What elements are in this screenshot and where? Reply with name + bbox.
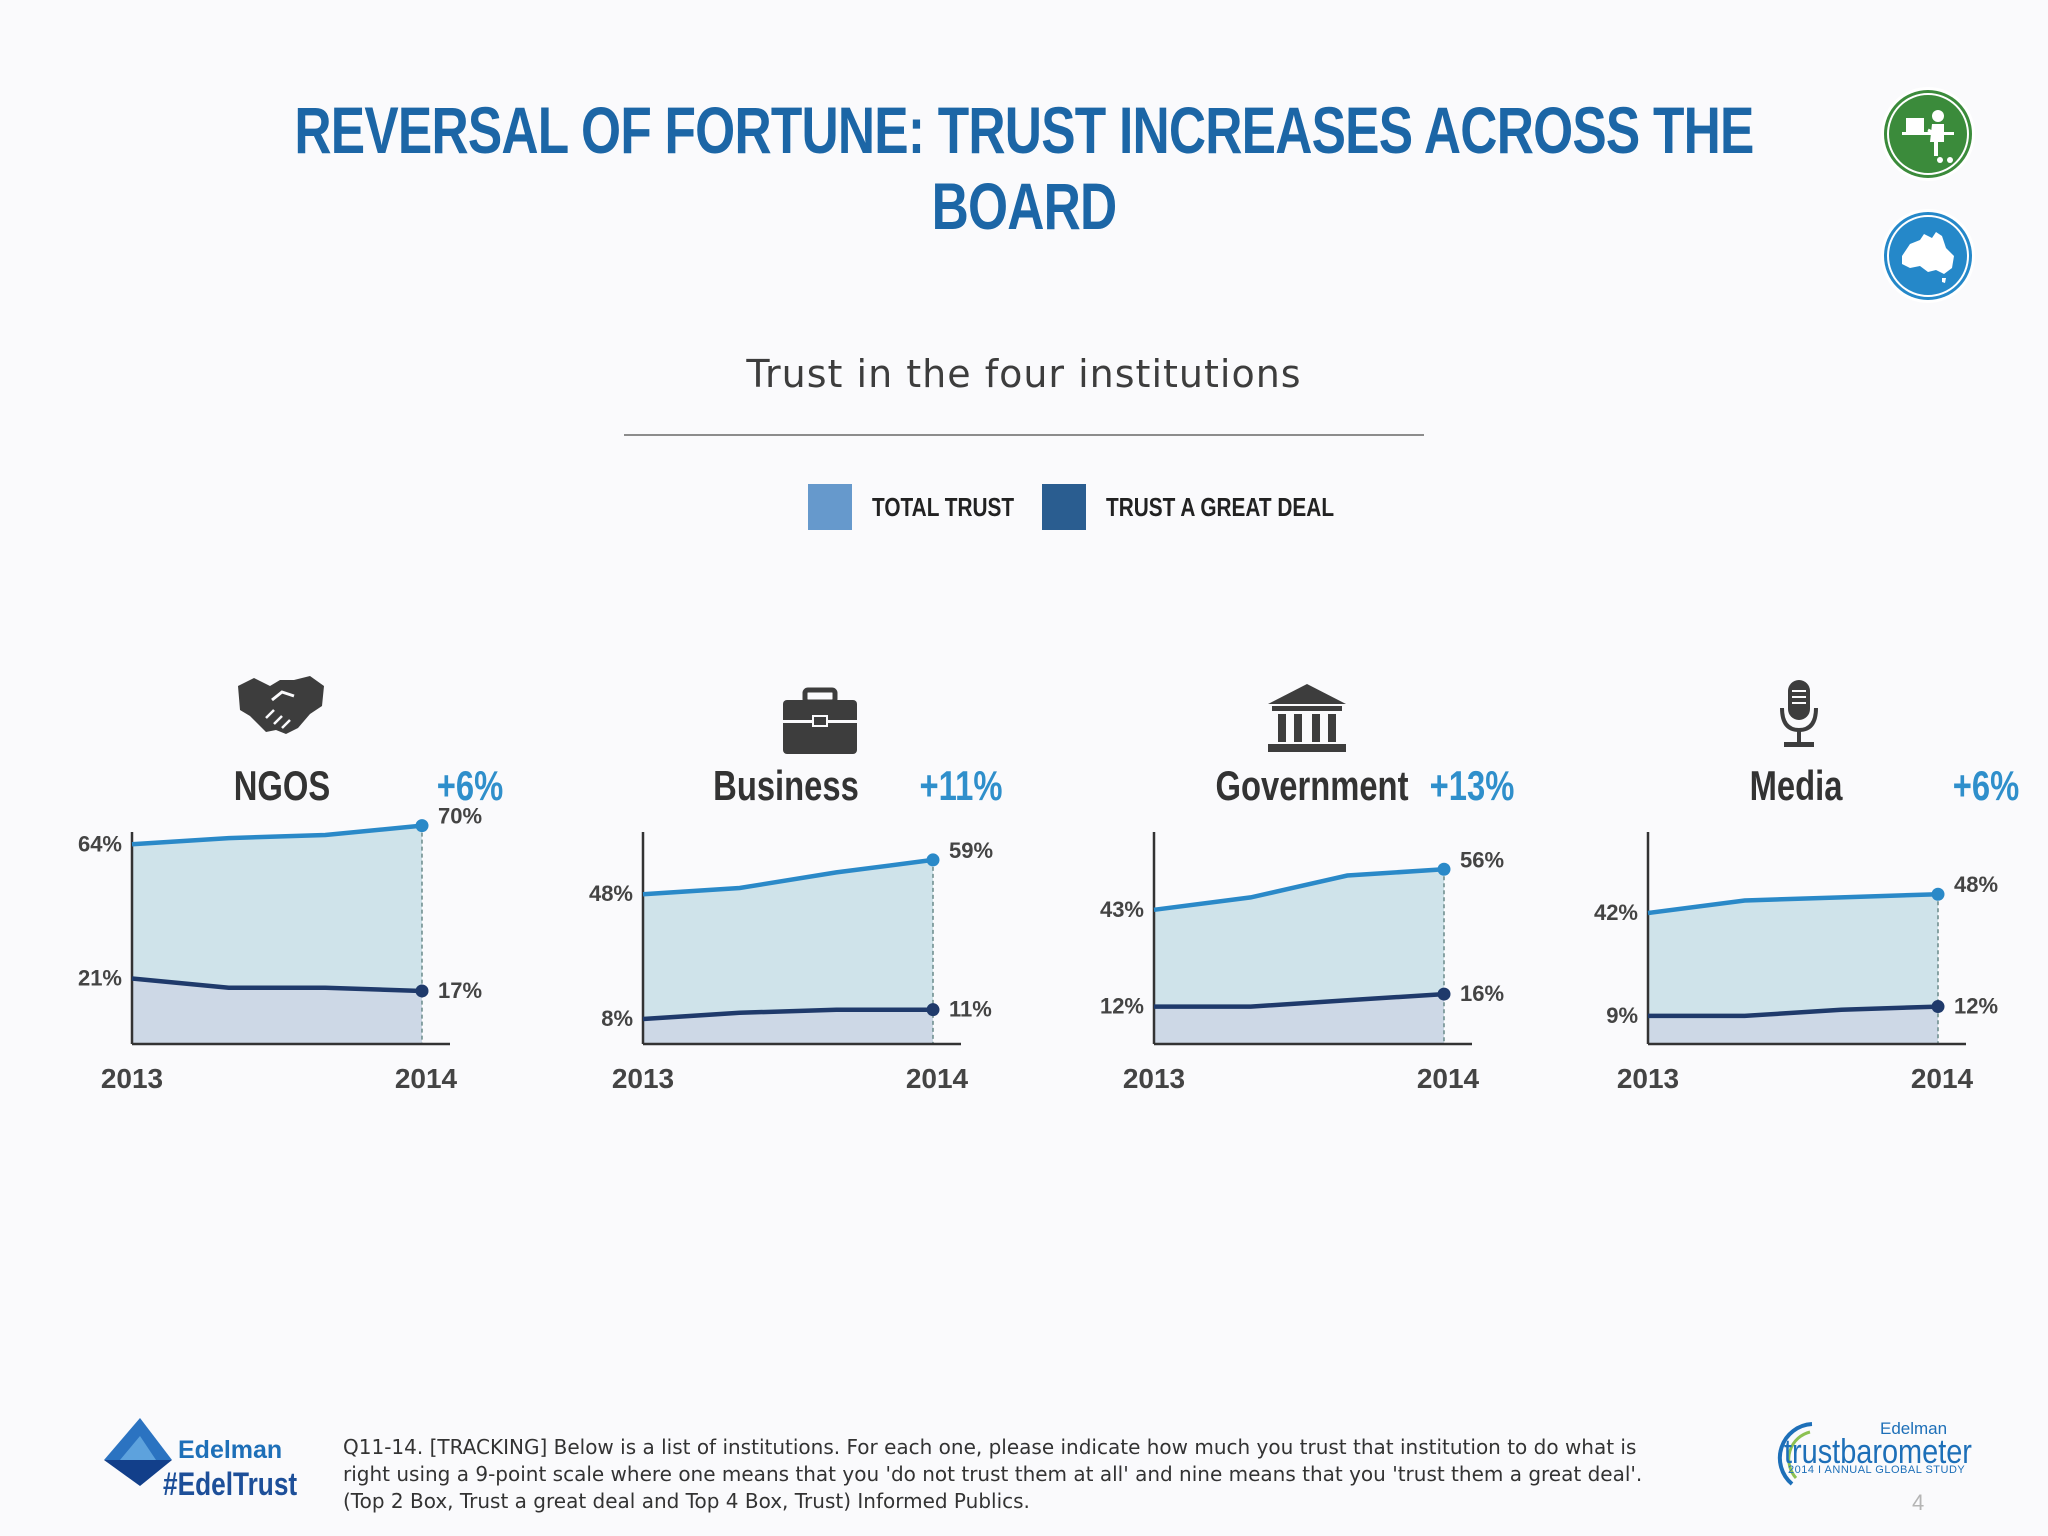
great-deal-start-label: 12% xyxy=(1100,994,1144,1019)
total-trust-start-label: 43% xyxy=(1100,897,1144,922)
x-tick-label-start: 2013 xyxy=(1123,1063,1185,1094)
panel-change: +11% xyxy=(919,762,1003,809)
trustbarometer-study: 2014 I ANNUAL GLOBAL STUDY xyxy=(1788,1464,1966,1476)
total-trust-line xyxy=(642,857,934,897)
total-trust-end-label: 56% xyxy=(1460,847,1504,872)
x-tick-label-start: 2013 xyxy=(101,1063,163,1094)
x-tick-label-end: 2014 xyxy=(906,1063,969,1094)
chart-area-business: 48% 8% 59% 11% 2013 2014 xyxy=(589,832,993,1094)
total-trust-end-point xyxy=(415,819,429,833)
great-deal-end-label: 17% xyxy=(438,978,482,1003)
great-deal-end-label: 16% xyxy=(1460,981,1504,1006)
total-trust-line xyxy=(131,823,423,847)
chart-area-ngos: 64% 21% 70% 17% 2013 2014 xyxy=(78,804,482,1094)
chart-panel-ngos: NGOS +6% 64% 21% 70% 17% 2013 2014 xyxy=(78,670,620,1110)
great-deal-end-point xyxy=(1437,987,1451,1001)
footer-brand: Edelman xyxy=(178,1436,283,1464)
great-deal-line xyxy=(642,1007,933,1022)
great-deal-start-label: 9% xyxy=(1606,1003,1638,1028)
legend-swatch-total-trust xyxy=(808,484,852,530)
trustbarometer-arc-icon xyxy=(1777,1422,1813,1486)
great-deal-line xyxy=(131,976,423,994)
handshake-icon xyxy=(238,676,324,734)
great-deal-start-label: 8% xyxy=(601,1006,633,1031)
panel-title: Government xyxy=(1215,762,1409,809)
total-trust-end-label: 59% xyxy=(949,838,993,863)
total-trust-start-label: 48% xyxy=(589,881,633,906)
total-trust-area xyxy=(643,859,933,1044)
x-tick-label-start: 2013 xyxy=(1617,1063,1679,1094)
person-at-computer-icon xyxy=(1881,87,1975,181)
legend-item-great-deal: TRUST A GREAT DEAL xyxy=(1042,484,1391,530)
great-deal-area xyxy=(643,1009,933,1044)
chart-panel-media: Media +6% 42% 9% 48% 12% 2013 2014 xyxy=(1594,670,2048,1110)
chart-area-government: 43% 12% 56% 16% 2013 2014 xyxy=(1100,832,1504,1094)
government-building-icon xyxy=(1268,684,1346,752)
briefcase-icon xyxy=(783,687,857,754)
great-deal-end-point xyxy=(926,1003,940,1017)
edelman-logo-icon xyxy=(104,1418,172,1486)
chart-panel-business: Business +11% 48% 8% 59% 11% 2013 2014 xyxy=(589,670,1131,1110)
subtitle-divider xyxy=(624,434,1424,436)
great-deal-area xyxy=(1154,994,1444,1044)
total-trust-line xyxy=(1647,891,1939,916)
australia-map-icon xyxy=(1881,209,1975,303)
panel-change: +13% xyxy=(1429,762,1515,809)
trustbarometer-name: trustbarometer xyxy=(1784,1433,1972,1471)
great-deal-area xyxy=(132,978,422,1044)
panel-title: Business xyxy=(713,762,859,809)
chart-area-media: 42% 9% 48% 12% 2013 2014 xyxy=(1594,832,1998,1094)
total-trust-end-label: 70% xyxy=(438,804,482,829)
total-trust-line xyxy=(1153,867,1445,913)
legend-label-total-trust: TOTAL TRUST xyxy=(872,491,1015,522)
legend-label-great-deal: TRUST A GREAT DEAL xyxy=(1106,491,1335,522)
legend-swatch-great-deal xyxy=(1042,484,1086,530)
panel-change: +6% xyxy=(436,762,504,809)
great-deal-line xyxy=(1648,1004,1939,1019)
great-deal-end-label: 11% xyxy=(949,997,992,1022)
x-tick-label-end: 2014 xyxy=(1417,1063,1480,1094)
chart-subtitle: Trust in the four institutions xyxy=(746,352,1302,396)
page-title: REVERSAL OF FORTUNE: TRUST INCREASES ACR… xyxy=(294,93,1754,243)
panel-title: Media xyxy=(1749,762,1843,809)
total-trust-start-label: 64% xyxy=(78,831,122,856)
total-trust-area xyxy=(1648,894,1938,1044)
total-trust-end-point xyxy=(926,853,940,867)
great-deal-end-label: 12% xyxy=(1954,994,1998,1019)
x-tick-label-end: 2014 xyxy=(1911,1063,1974,1094)
panel-title: NGOS xyxy=(233,762,331,809)
great-deal-start-label: 21% xyxy=(78,965,122,990)
legend-item-total-trust: TOTAL TRUST xyxy=(808,484,1050,530)
microphone-icon xyxy=(1780,680,1818,747)
chart-panel-government: Government +13% 43% 12% 56% 16% 2013 2014 xyxy=(1100,670,1642,1110)
great-deal-line xyxy=(1154,991,1445,1009)
total-trust-start-label: 42% xyxy=(1594,900,1638,925)
great-deal-end-point xyxy=(415,984,429,998)
trustbarometer-brand: Edelman xyxy=(1880,1419,1948,1438)
footnote: Q11-14. [TRACKING] Below is a list of in… xyxy=(343,1435,1643,1513)
great-deal-end-point xyxy=(1931,1000,1945,1014)
x-tick-label-start: 2013 xyxy=(612,1063,674,1094)
panel-change: +6% xyxy=(1952,762,2020,809)
page-number: 4 xyxy=(1912,1490,1925,1515)
x-tick-label-end: 2014 xyxy=(395,1063,458,1094)
footer-hashtag: #EdelTrust xyxy=(163,1466,298,1502)
total-trust-end-label: 48% xyxy=(1954,872,1998,897)
total-trust-end-point xyxy=(1437,862,1451,876)
total-trust-end-point xyxy=(1931,887,1945,901)
